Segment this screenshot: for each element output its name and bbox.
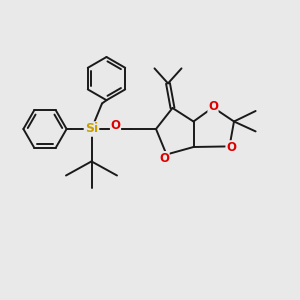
Text: O: O [208,100,218,113]
Text: O: O [226,141,236,154]
Text: Si: Si [85,122,98,136]
Text: O: O [110,119,121,132]
Text: O: O [159,152,169,165]
